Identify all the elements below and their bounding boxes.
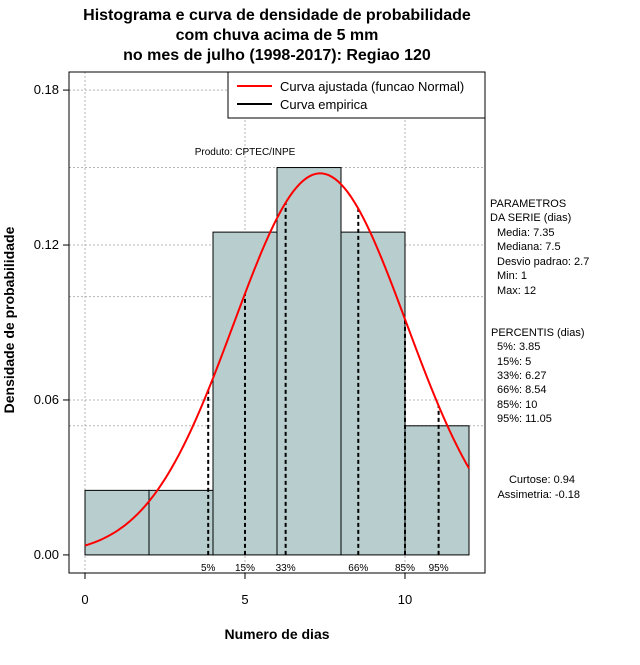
percentil-85: 85%: 10 bbox=[497, 399, 537, 411]
histogram-bar bbox=[276, 167, 342, 556]
x-tick-label: 5 bbox=[241, 592, 248, 607]
curves bbox=[84, 172, 470, 547]
histogram-bar bbox=[340, 231, 406, 556]
percentile-label: 66% bbox=[348, 563, 368, 574]
fitted-normal-curve bbox=[84, 172, 470, 547]
histogram-bar bbox=[84, 489, 150, 556]
y-tick-label: 0.12 bbox=[34, 237, 59, 252]
percentil-15: 15%: 5 bbox=[497, 356, 531, 368]
histogram-bar bbox=[148, 489, 214, 556]
x-tick-label: 10 bbox=[398, 592, 412, 607]
percentil-95: 95%: 11.05 bbox=[497, 413, 552, 425]
percentil-33: 33%: 6.27 bbox=[497, 370, 547, 382]
param-media: Media: 7.35 bbox=[497, 227, 554, 239]
percentis-header: PERCENTIS (dias) bbox=[491, 327, 585, 339]
histogram-bars bbox=[84, 167, 470, 556]
x-tick-label: 0 bbox=[81, 592, 88, 607]
y-tick-label: 0.00 bbox=[34, 547, 59, 562]
product-annotation: Produto: CPTEC/INPE bbox=[195, 147, 296, 158]
side-panel: PARAMETROS DA SERIE (dias) Media: 7.35 M… bbox=[490, 198, 589, 501]
param-min: Min: 1 bbox=[497, 270, 527, 282]
percentile-label: 33% bbox=[276, 563, 296, 574]
curtose-value: Curtose: 0.94 bbox=[509, 474, 575, 486]
percentile-label: 95% bbox=[429, 563, 449, 574]
percentile-label: 85% bbox=[395, 563, 415, 574]
params-header-1: PARAMETROS bbox=[490, 198, 566, 210]
histogram-bar bbox=[404, 425, 470, 556]
chart-title-line-2: com chuva acima de 5 mm bbox=[176, 27, 379, 44]
x-axis-title: Numero de dias bbox=[224, 626, 329, 642]
percentile-label: 5% bbox=[201, 563, 216, 574]
y-tick-label: 0.18 bbox=[34, 82, 59, 97]
legend-label-empirical: Curva empirica bbox=[280, 97, 368, 112]
percentil-5: 5%: 3.85 bbox=[497, 341, 540, 353]
percentile-lines: 5% 15% 33% 66% 85% 95% bbox=[201, 202, 449, 574]
legend-label-fitted: Curva ajustada (funcao Normal) bbox=[280, 79, 464, 94]
legend-box bbox=[227, 71, 486, 119]
percentil-66: 66%: 8.54 bbox=[497, 384, 547, 396]
axes: 0.00 0.06 0.12 0.18 0 5 10 bbox=[34, 82, 413, 607]
percentile-label: 15% bbox=[235, 563, 255, 574]
param-max: Max: 12 bbox=[497, 285, 536, 297]
chart-title-line-3: no mes de julho (1998-2017): Regiao 120 bbox=[123, 47, 431, 64]
legend: Curva ajustada (funcao Normal) Curva emp… bbox=[227, 71, 486, 119]
params-header-2: DA SERIE (dias) bbox=[490, 212, 571, 224]
y-axis-title: Densidade de probabilidade bbox=[1, 226, 17, 413]
param-desvio: Desvio padrao: 2.7 bbox=[497, 256, 589, 268]
param-mediana: Mediana: 7.5 bbox=[497, 241, 561, 253]
assimetria-value: Assimetria: -0.18 bbox=[497, 489, 580, 501]
chart-title-line-1: Histograma e curva de densidade de proba… bbox=[83, 7, 471, 24]
y-tick-label: 0.06 bbox=[34, 392, 59, 407]
